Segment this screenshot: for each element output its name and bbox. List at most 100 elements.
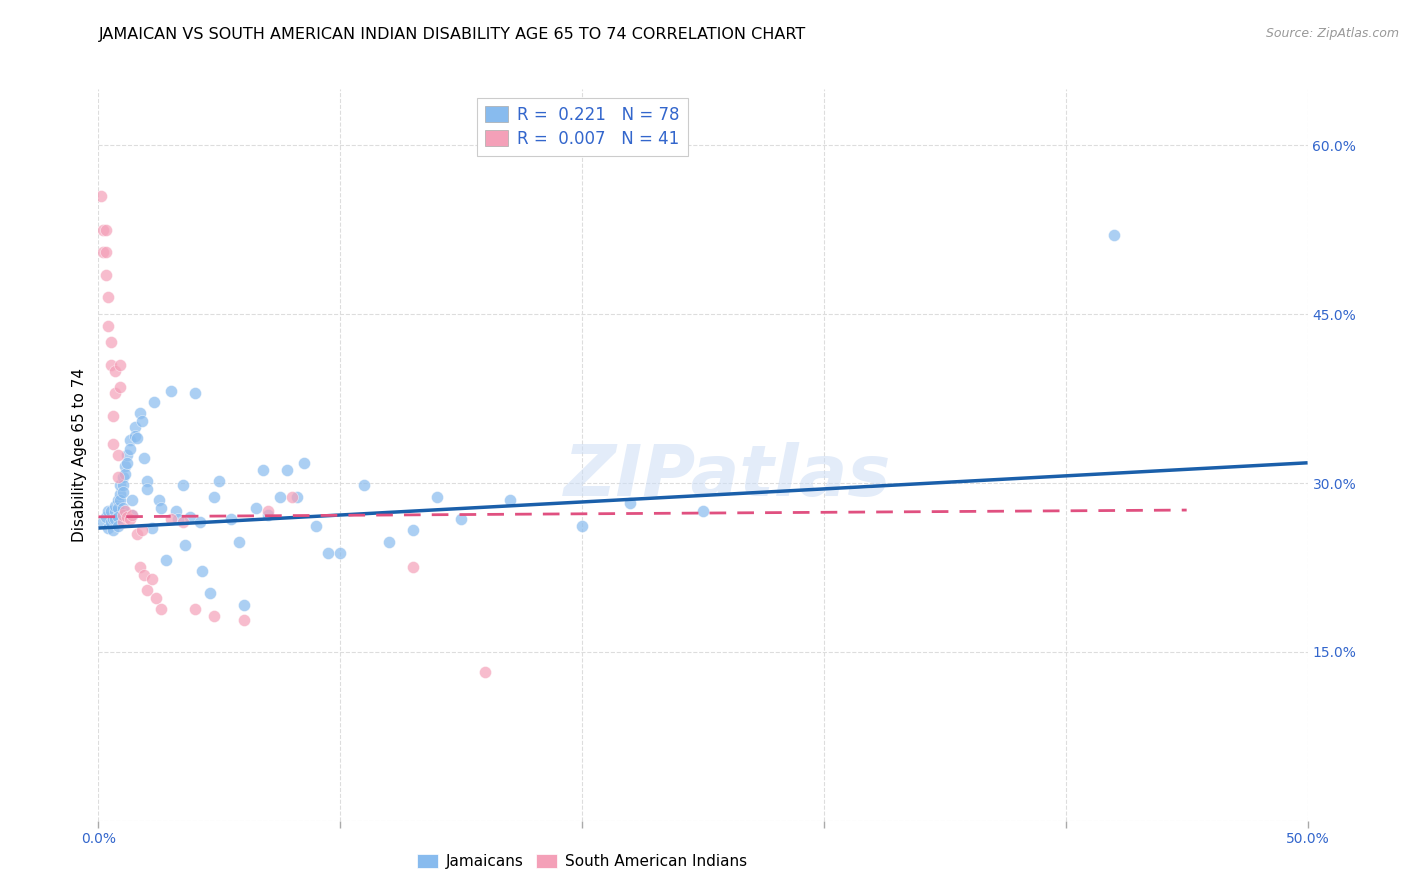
Point <box>121 492 143 507</box>
Point <box>127 431 149 445</box>
Point <box>128 560 150 574</box>
Point <box>111 485 134 500</box>
Point <box>135 474 157 488</box>
Point <box>329 546 352 560</box>
Point <box>232 598 254 612</box>
Point <box>94 245 117 260</box>
Point <box>124 429 146 443</box>
Point <box>107 492 129 507</box>
Point <box>101 512 124 526</box>
Point <box>276 462 298 476</box>
Point <box>111 478 134 492</box>
Point <box>135 482 157 496</box>
Point <box>292 456 315 470</box>
Point <box>305 518 328 533</box>
Point <box>204 608 226 623</box>
Point <box>179 509 201 524</box>
Point <box>174 538 197 552</box>
Point <box>221 512 243 526</box>
Point <box>101 524 124 538</box>
Point <box>172 478 194 492</box>
Point <box>167 512 190 526</box>
Point <box>107 448 129 462</box>
Point <box>134 451 156 466</box>
Point <box>1102 228 1125 243</box>
Point <box>104 363 127 377</box>
Point <box>141 572 163 586</box>
Point <box>402 524 425 538</box>
Point <box>107 509 129 524</box>
Point <box>100 335 122 350</box>
Point <box>107 470 129 484</box>
Point <box>256 508 278 522</box>
Point <box>256 504 278 518</box>
Point <box>94 223 117 237</box>
Point <box>619 496 641 510</box>
Legend: Jamaicans, South American Indians: Jamaicans, South American Indians <box>411 847 754 875</box>
Point <box>571 518 593 533</box>
Point <box>100 516 122 530</box>
Point <box>121 508 143 522</box>
Point <box>91 516 114 530</box>
Point <box>107 500 129 515</box>
Point <box>498 492 520 507</box>
Point <box>94 268 117 282</box>
Point <box>90 189 112 203</box>
Point <box>208 474 231 488</box>
Point <box>172 516 194 530</box>
Point <box>117 456 139 470</box>
Point <box>150 602 173 616</box>
Point <box>108 380 131 394</box>
Point <box>100 358 122 372</box>
Y-axis label: Disability Age 65 to 74: Disability Age 65 to 74 <box>72 368 87 542</box>
Point <box>121 508 143 522</box>
Point <box>124 419 146 434</box>
Point <box>114 467 136 481</box>
Text: ZIPatlas: ZIPatlas <box>564 442 891 511</box>
Point <box>135 582 157 597</box>
Point <box>118 434 141 448</box>
Point <box>145 591 167 605</box>
Point <box>141 521 163 535</box>
Point <box>127 526 149 541</box>
Point <box>91 223 114 237</box>
Point <box>118 442 141 457</box>
Point <box>160 512 183 526</box>
Point <box>450 512 472 526</box>
Point <box>91 245 114 260</box>
Point <box>97 521 120 535</box>
Point <box>97 318 120 333</box>
Text: JAMAICAN VS SOUTH AMERICAN INDIAN DISABILITY AGE 65 TO 74 CORRELATION CHART: JAMAICAN VS SOUTH AMERICAN INDIAN DISABI… <box>98 27 806 42</box>
Point <box>269 490 291 504</box>
Point <box>232 613 254 627</box>
Point <box>107 518 129 533</box>
Point <box>204 490 226 504</box>
Point <box>104 512 127 526</box>
Point <box>377 534 399 549</box>
Point <box>131 414 153 428</box>
Point <box>353 478 375 492</box>
Point <box>252 462 274 476</box>
Point <box>131 524 153 538</box>
Point <box>114 504 136 518</box>
Point <box>198 586 221 600</box>
Point <box>101 409 124 423</box>
Point <box>402 560 425 574</box>
Point <box>426 490 449 504</box>
Point <box>108 492 131 507</box>
Point <box>128 406 150 420</box>
Point <box>165 504 187 518</box>
Point <box>108 478 131 492</box>
Point <box>160 384 183 398</box>
Point <box>692 504 714 518</box>
Point <box>117 509 139 524</box>
Point <box>108 487 131 501</box>
Point <box>94 509 117 524</box>
Point <box>97 290 120 304</box>
Point <box>155 552 177 566</box>
Point <box>228 534 250 549</box>
Point <box>111 508 134 522</box>
Point <box>101 436 124 450</box>
Point <box>245 500 267 515</box>
Point <box>104 504 127 518</box>
